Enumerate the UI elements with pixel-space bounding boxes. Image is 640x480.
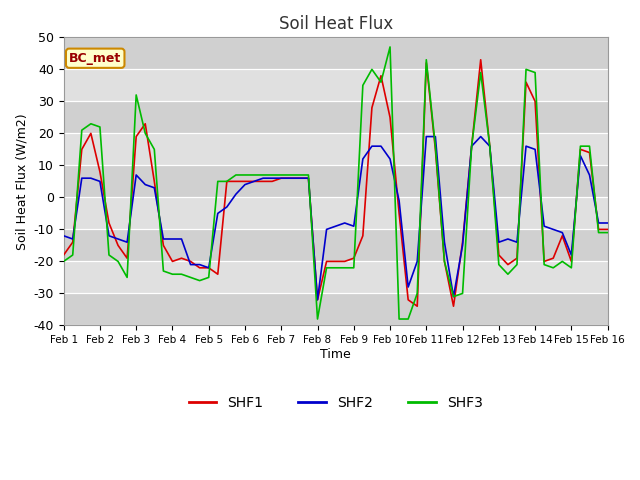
Bar: [63, 101, 607, 133]
Bar: [63, 133, 607, 166]
Text: BC_met: BC_met: [69, 52, 122, 65]
Bar: [63, 166, 607, 197]
Bar: [63, 37, 607, 69]
Bar: [63, 69, 607, 101]
Y-axis label: Soil Heat Flux (W/m2): Soil Heat Flux (W/m2): [15, 113, 28, 250]
X-axis label: Time: Time: [320, 348, 351, 361]
Bar: [63, 229, 607, 262]
Bar: [63, 293, 607, 325]
Bar: [63, 197, 607, 229]
Title: Soil Heat Flux: Soil Heat Flux: [278, 15, 393, 33]
Bar: [63, 262, 607, 293]
Legend: SHF1, SHF2, SHF3: SHF1, SHF2, SHF3: [183, 390, 488, 415]
